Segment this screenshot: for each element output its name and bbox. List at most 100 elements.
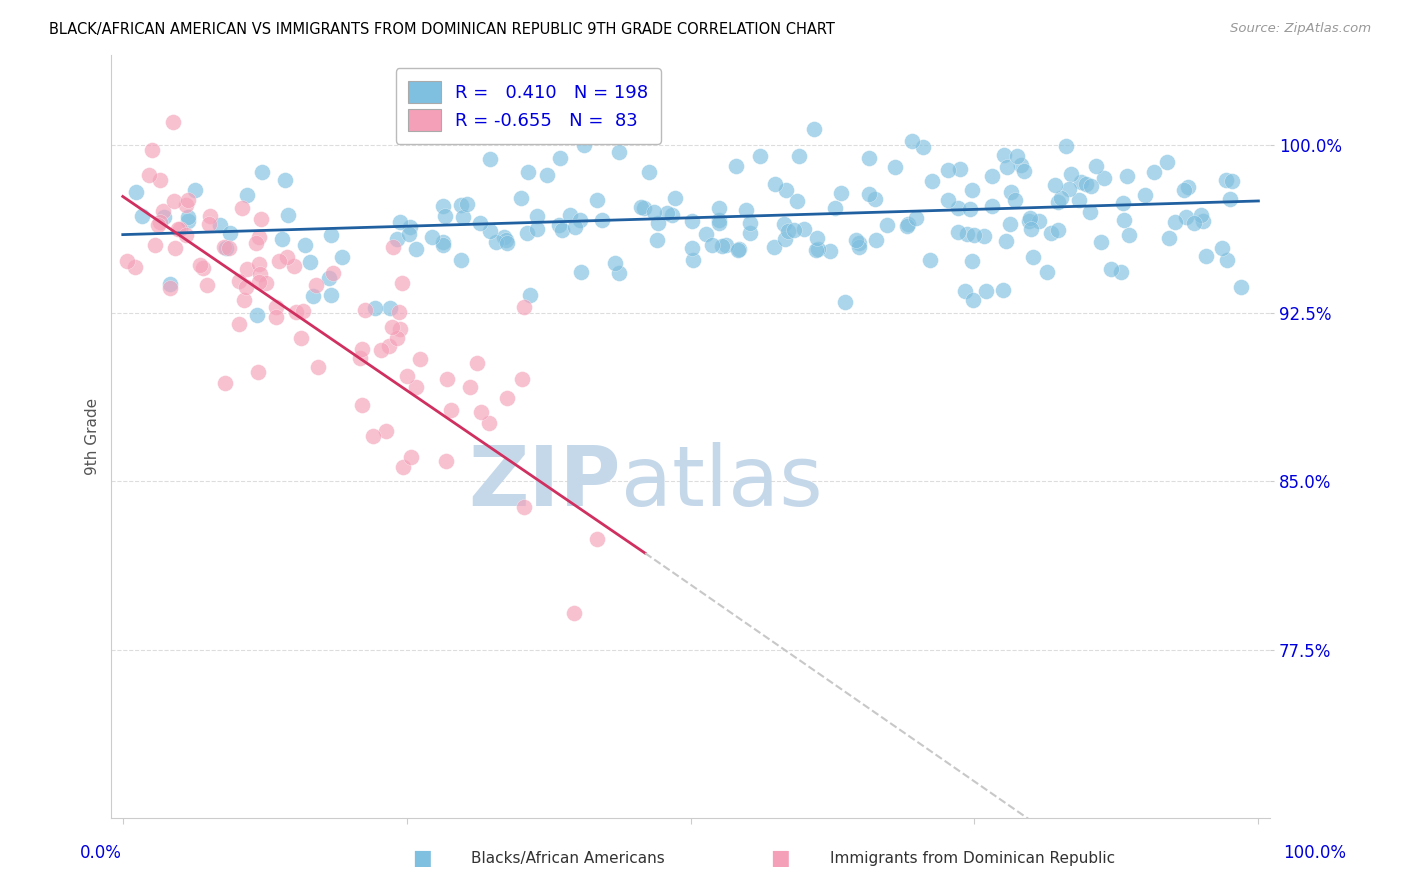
Point bbox=[349, 351, 371, 366]
Point bbox=[209, 218, 232, 232]
Point bbox=[955, 227, 977, 242]
Point bbox=[1173, 183, 1195, 197]
Point bbox=[1112, 195, 1135, 210]
Point bbox=[149, 173, 172, 187]
Point bbox=[231, 201, 253, 215]
Point bbox=[682, 252, 704, 267]
Point bbox=[162, 115, 184, 129]
Point bbox=[728, 242, 751, 256]
Point bbox=[245, 235, 267, 250]
Point bbox=[1215, 172, 1237, 186]
Point bbox=[1067, 194, 1090, 208]
Point bbox=[901, 134, 924, 148]
Point bbox=[1050, 191, 1073, 205]
Point bbox=[1230, 280, 1253, 294]
Text: Immigrants from Dominican Republic: Immigrants from Dominican Republic bbox=[830, 851, 1115, 865]
Point bbox=[645, 233, 668, 247]
Point bbox=[1112, 213, 1135, 227]
Point bbox=[762, 240, 785, 254]
Point bbox=[548, 218, 571, 232]
Point bbox=[177, 193, 200, 207]
Point bbox=[228, 317, 250, 331]
Point bbox=[198, 218, 221, 232]
Point bbox=[778, 224, 800, 238]
Point bbox=[1211, 241, 1233, 255]
Point bbox=[159, 281, 181, 295]
Text: ■: ■ bbox=[412, 848, 432, 868]
Point bbox=[1012, 164, 1035, 178]
Point bbox=[955, 284, 977, 298]
Text: ZIP: ZIP bbox=[468, 442, 621, 523]
Point bbox=[569, 212, 592, 227]
Point bbox=[125, 185, 148, 199]
Point bbox=[734, 202, 756, 217]
Point bbox=[271, 232, 294, 246]
Point bbox=[247, 257, 270, 271]
Point bbox=[536, 169, 558, 183]
Point bbox=[330, 250, 353, 264]
Point bbox=[848, 240, 870, 254]
Point bbox=[318, 271, 340, 285]
Point bbox=[117, 254, 139, 268]
Text: 0.0%: 0.0% bbox=[80, 844, 122, 862]
Point bbox=[408, 351, 430, 366]
Point bbox=[381, 319, 404, 334]
Point bbox=[773, 232, 796, 246]
Point bbox=[285, 305, 308, 319]
Point bbox=[264, 300, 287, 314]
Point bbox=[995, 160, 1018, 174]
Point bbox=[830, 186, 852, 201]
Point bbox=[845, 233, 868, 247]
Point bbox=[1092, 171, 1115, 186]
Point bbox=[198, 209, 221, 223]
Point bbox=[709, 201, 731, 215]
Point bbox=[321, 227, 343, 242]
Point bbox=[432, 199, 454, 213]
Point bbox=[1085, 159, 1108, 173]
Y-axis label: 9th Grade: 9th Grade bbox=[86, 398, 100, 475]
Point bbox=[603, 256, 626, 270]
Point bbox=[765, 177, 787, 191]
Point bbox=[470, 404, 492, 418]
Point bbox=[389, 321, 412, 335]
Point bbox=[773, 217, 796, 231]
Point bbox=[479, 224, 502, 238]
Point bbox=[267, 254, 290, 268]
Point bbox=[509, 191, 531, 205]
Point bbox=[1036, 265, 1059, 279]
Point bbox=[959, 202, 981, 216]
Text: BLACK/AFRICAN AMERICAN VS IMMIGRANTS FROM DOMINICAN REPUBLIC 9TH GRADE CORRELATI: BLACK/AFRICAN AMERICAN VS IMMIGRANTS FRO… bbox=[49, 22, 835, 37]
Point bbox=[558, 208, 581, 222]
Point bbox=[405, 380, 427, 394]
Point bbox=[643, 205, 665, 219]
Point bbox=[793, 222, 815, 236]
Point bbox=[470, 216, 492, 230]
Point bbox=[252, 164, 274, 178]
Point bbox=[633, 202, 655, 216]
Point bbox=[350, 398, 373, 412]
Point bbox=[1195, 249, 1218, 263]
Point bbox=[378, 339, 401, 353]
Point bbox=[305, 278, 328, 293]
Point bbox=[1010, 158, 1032, 172]
Point bbox=[834, 295, 856, 310]
Point bbox=[141, 143, 163, 157]
Point bbox=[188, 258, 211, 272]
Point bbox=[884, 160, 907, 174]
Point bbox=[806, 243, 828, 257]
Point bbox=[492, 229, 515, 244]
Point bbox=[283, 260, 305, 274]
Point bbox=[905, 211, 928, 226]
Point bbox=[1156, 154, 1178, 169]
Point bbox=[1043, 178, 1066, 192]
Point bbox=[247, 230, 270, 244]
Point bbox=[681, 213, 703, 227]
Point bbox=[896, 217, 918, 231]
Point bbox=[700, 238, 723, 252]
Point bbox=[290, 331, 312, 345]
Point bbox=[1175, 211, 1198, 225]
Point bbox=[1090, 235, 1112, 249]
Point bbox=[681, 241, 703, 255]
Point bbox=[292, 303, 315, 318]
Point bbox=[479, 153, 502, 167]
